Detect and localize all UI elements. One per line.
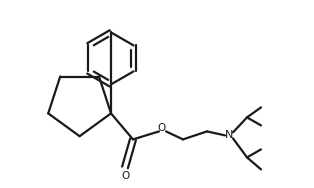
Text: N: N xyxy=(225,130,233,140)
Text: O: O xyxy=(158,123,166,133)
Text: O: O xyxy=(121,171,129,181)
